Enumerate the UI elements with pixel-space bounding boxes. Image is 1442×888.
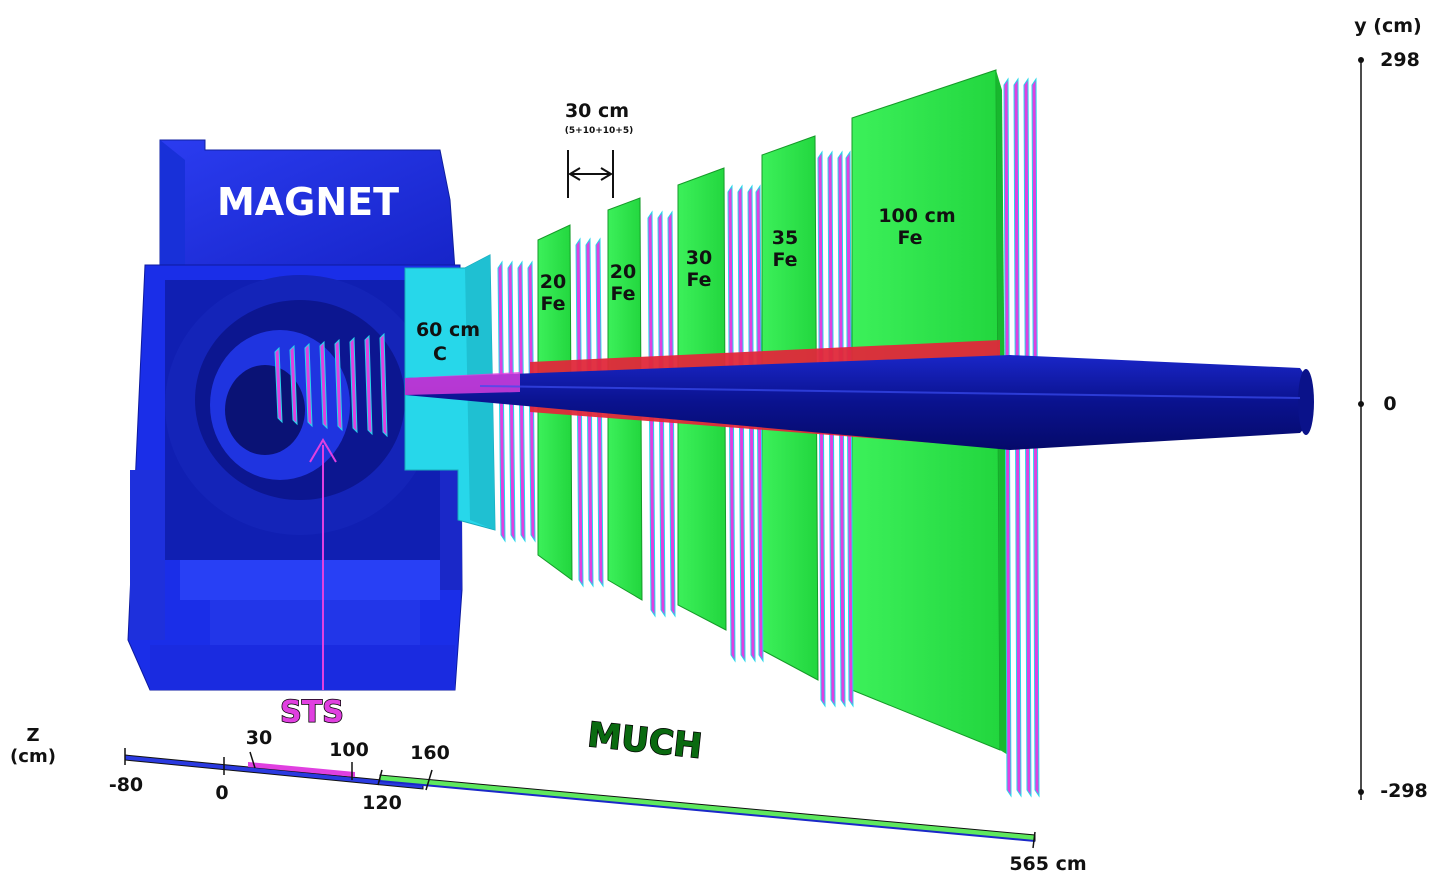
z-axis: [124, 748, 1036, 849]
sts-label: STS: [280, 695, 344, 730]
gap-length-label: 30 cm: [565, 100, 629, 122]
iron-absorber-4-thickness: 35: [772, 227, 798, 249]
z-tick-120: 120: [362, 792, 402, 814]
y-tick-bottom: -298: [1380, 780, 1428, 802]
sts-station: [289, 344, 298, 426]
z-tick-minus80: -80: [109, 774, 143, 796]
sts-station: [364, 334, 373, 436]
iron-absorber-2-material: Fe: [610, 283, 635, 305]
much-label: MUCH: [586, 715, 704, 767]
z-tick-0: 0: [215, 782, 228, 804]
z-axis-title-line2: (cm): [10, 746, 56, 767]
z-tick-100: 100: [329, 739, 369, 761]
z-axis-title-line1: Z: [26, 725, 39, 746]
iron-absorber-2-thickness: 20: [610, 261, 636, 283]
sts-station: [319, 340, 328, 430]
sts-pointer-arrow: [309, 438, 337, 690]
sts-station: [379, 332, 388, 438]
y-tick-zero: 0: [1383, 393, 1396, 415]
gap-annotation: [567, 150, 614, 198]
iron-absorber-3-material: Fe: [686, 269, 711, 291]
iron-absorber-5-material: Fe: [897, 227, 922, 249]
beam-pipe: [405, 355, 1314, 450]
sts-station: [304, 342, 313, 428]
z-tick-565: 565 cm: [1009, 853, 1086, 875]
z-tick-30: 30: [246, 727, 272, 749]
iron-absorber-1-thickness: 20: [540, 271, 566, 293]
carbon-absorber-thickness: 60 cm: [416, 319, 480, 341]
carbon-absorber-material: C: [433, 343, 447, 365]
sts-station: [334, 338, 343, 432]
y-tick-top: 298: [1380, 49, 1420, 71]
magnet-label: MAGNET: [217, 180, 399, 224]
gap-breakdown-label: (5+10+10+5): [565, 126, 633, 136]
sts-station: [274, 346, 283, 424]
iron-absorber-1-material: Fe: [540, 293, 565, 315]
iron-absorber-4-material: Fe: [772, 249, 797, 271]
y-axis: [1358, 57, 1364, 800]
sts-station: [349, 336, 358, 434]
y-axis-title: y (cm): [1354, 15, 1421, 37]
sts-stations: [274, 332, 388, 438]
iron-absorber-5-thickness: 100 cm: [878, 205, 955, 227]
z-tick-160: 160: [410, 742, 450, 764]
iron-absorber-3-thickness: 30: [686, 247, 712, 269]
